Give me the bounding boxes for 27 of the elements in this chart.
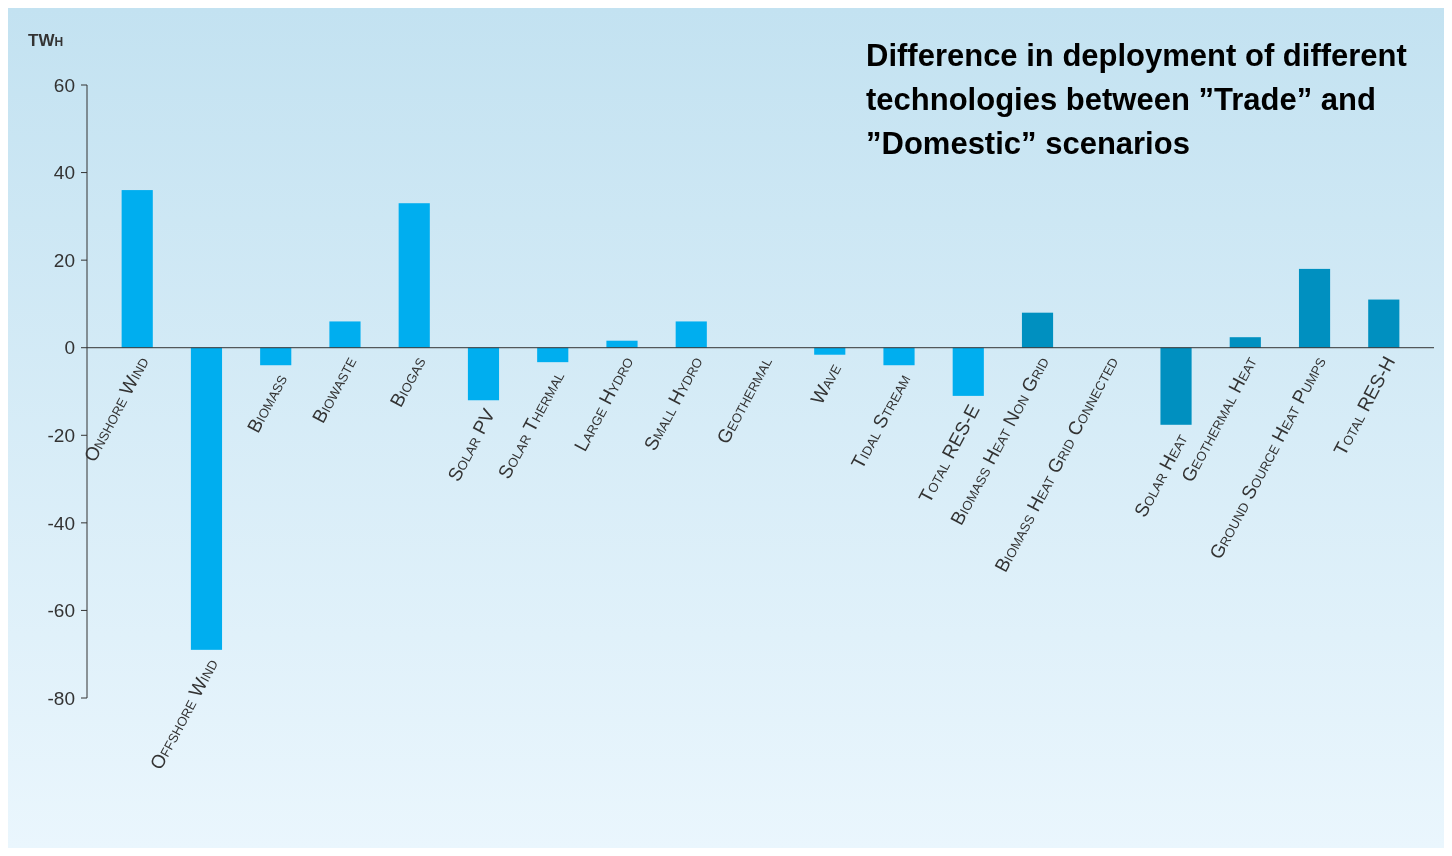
y-tick-label: -60 [47,600,75,622]
y-tick-label: 0 [64,337,75,359]
bar [398,203,430,348]
y-tick-label: -40 [47,512,75,534]
y-tick-label: -80 [47,687,75,709]
bar [329,321,361,348]
bar [675,321,707,348]
bar [1368,299,1400,348]
bar [1298,268,1331,348]
y-axis-title: TWh [28,31,64,50]
bar [1021,312,1054,348]
x-tick-label: Wave [806,359,846,408]
chart-title: Difference in deployment of different technologies between ”Trade” and ”Domestic” scenarios [866,37,1408,163]
bar [537,347,569,363]
bar [260,347,292,366]
y-tick-label: 60 [53,74,75,96]
bar [467,347,500,401]
y-tick-label: -20 [47,424,75,446]
bar [883,347,915,366]
bar [1229,337,1261,348]
x-tick-label: Solar PV [443,405,500,485]
y-tick-label: 20 [53,249,75,271]
y-tick-label: 40 [53,162,75,184]
bar [121,190,153,348]
bar [814,347,846,355]
bar [952,347,984,396]
bar [190,347,223,650]
